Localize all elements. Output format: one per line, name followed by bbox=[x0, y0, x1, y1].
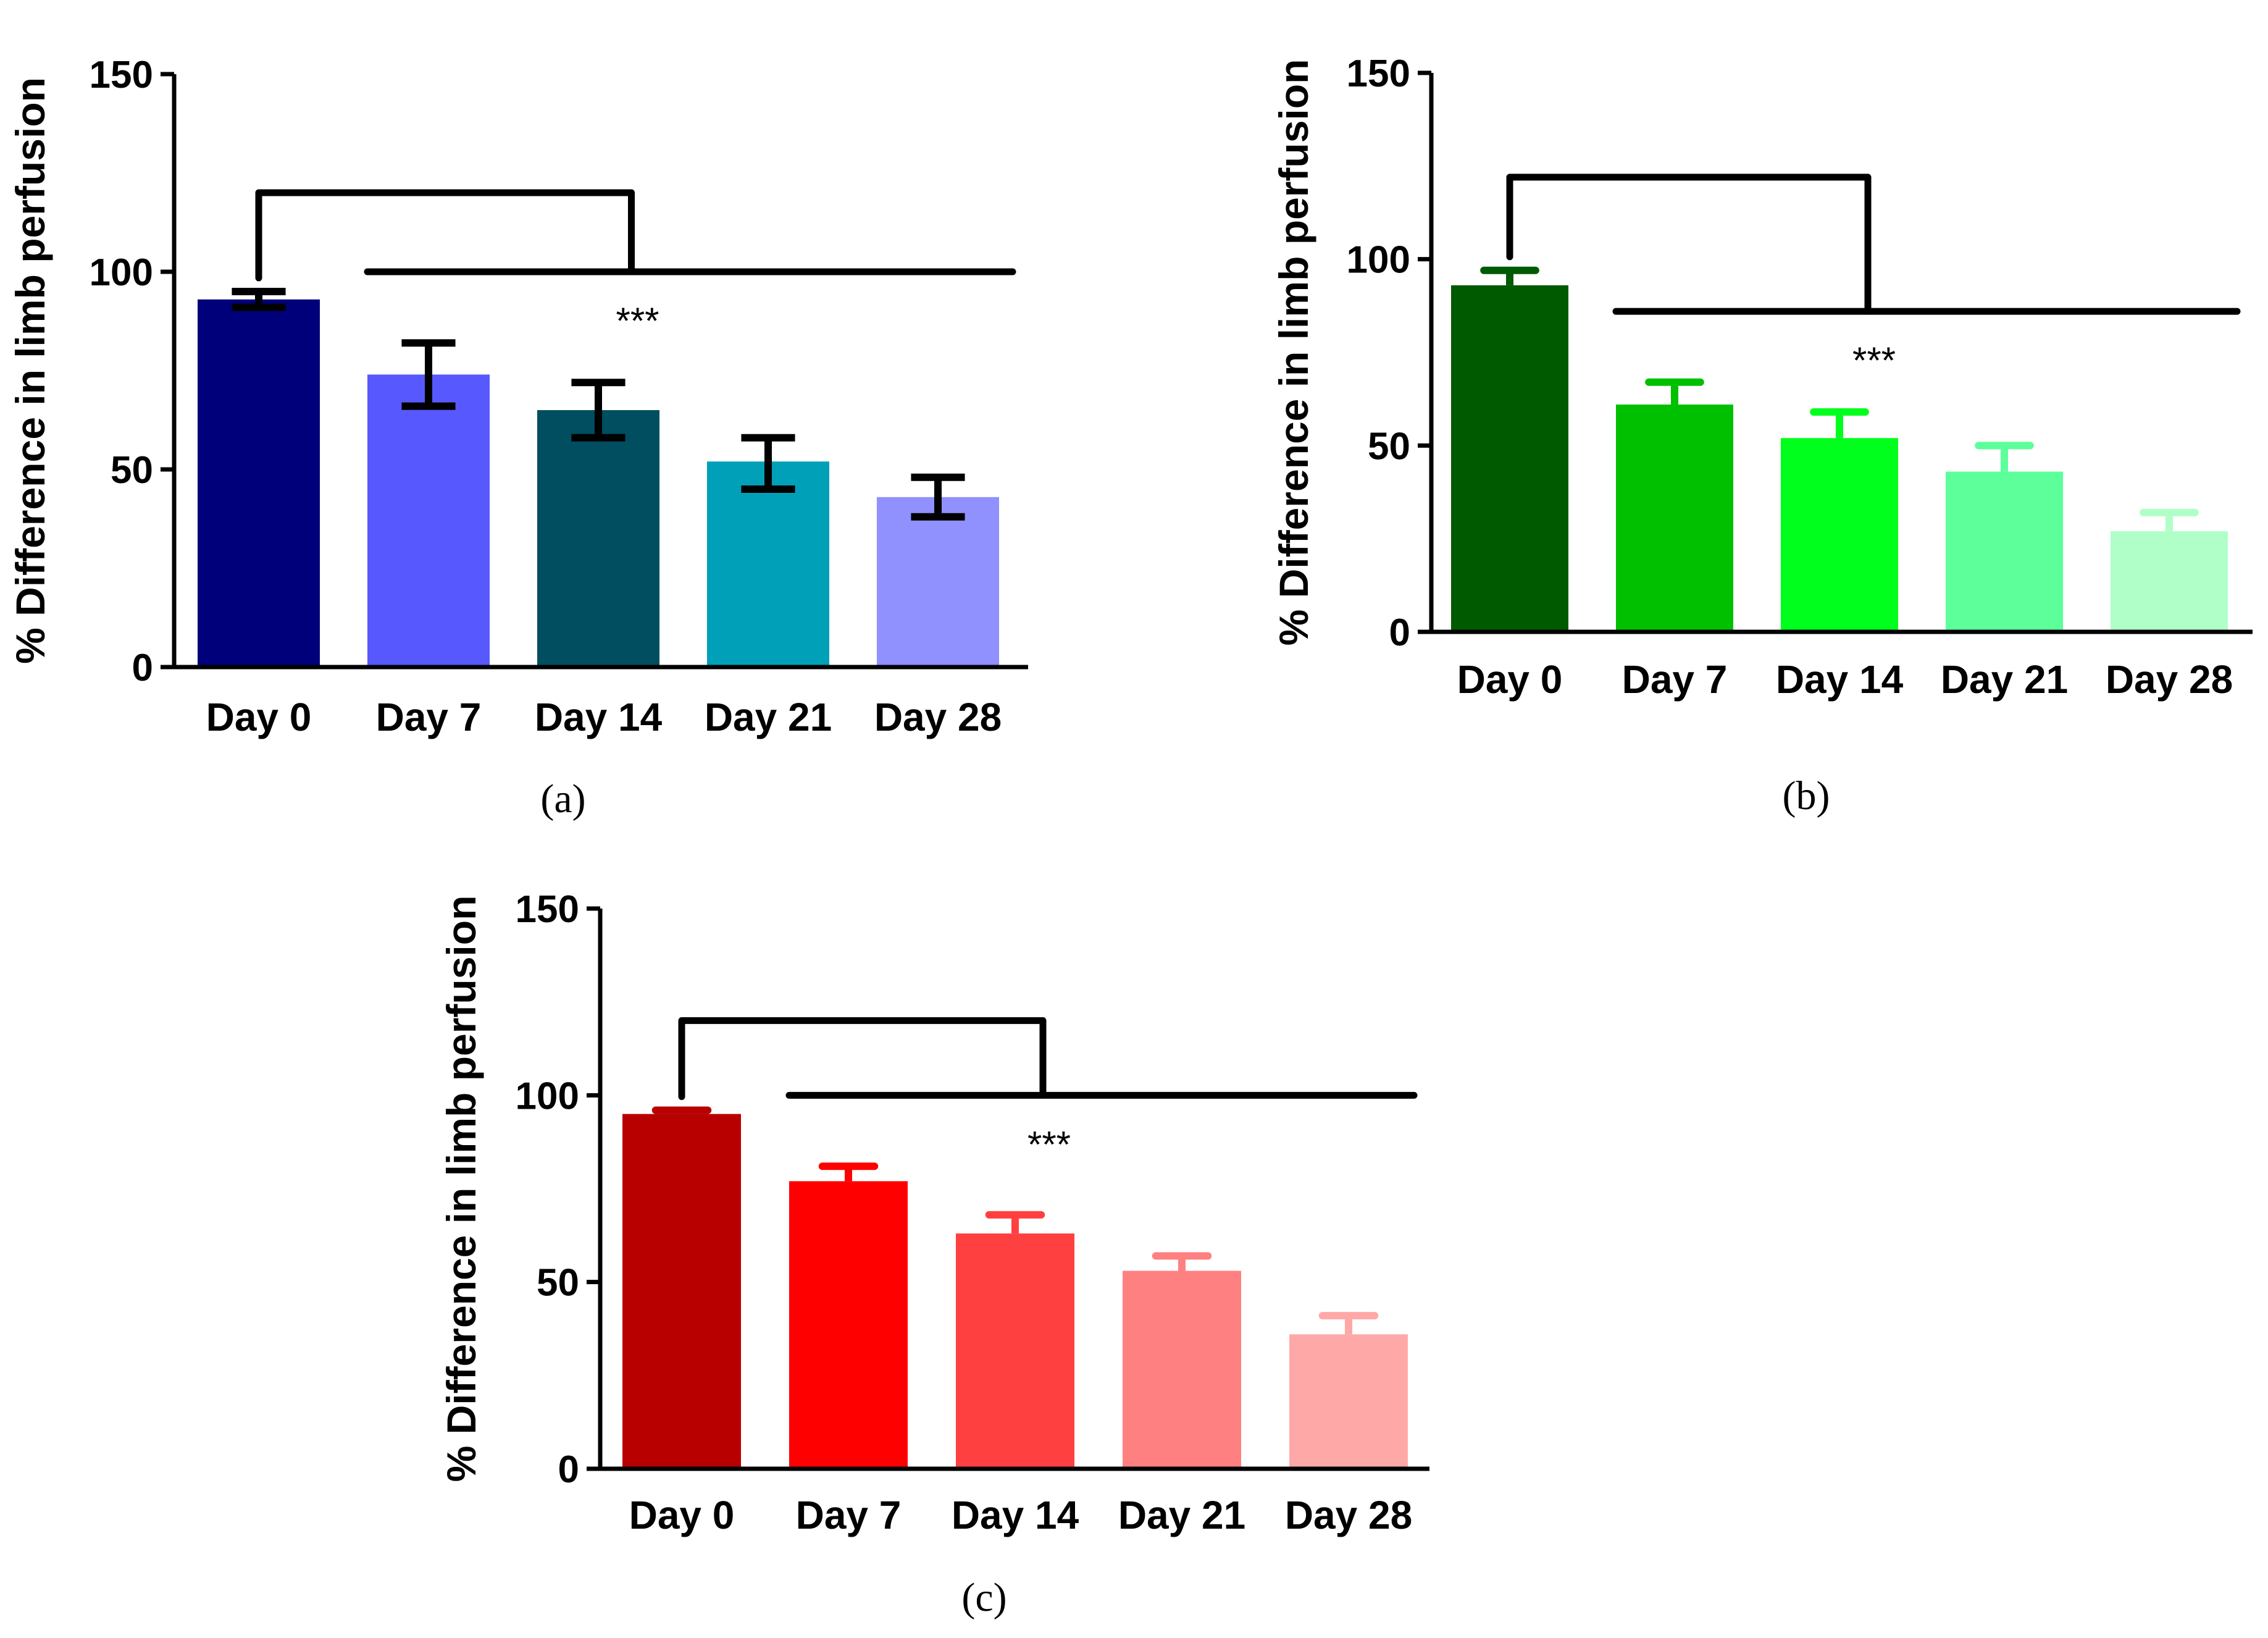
x-tick-label: Day 28 bbox=[1285, 1493, 1412, 1537]
x-tick-label: Day 7 bbox=[376, 695, 482, 739]
y-tick-label: 150 bbox=[1347, 52, 1410, 95]
bar bbox=[622, 1114, 741, 1469]
y-tick-label: 0 bbox=[558, 1448, 579, 1491]
y-tick-label: 150 bbox=[90, 54, 153, 96]
bar bbox=[1289, 1334, 1408, 1469]
x-tick-label: Day 14 bbox=[535, 695, 663, 739]
bar bbox=[707, 461, 829, 667]
significance-bracket bbox=[255, 189, 635, 282]
panel-label: (c) bbox=[961, 1575, 1006, 1620]
y-tick-label: 50 bbox=[1368, 425, 1410, 468]
y-axis-title: % Difference in limb perfusion bbox=[438, 896, 484, 1482]
chart-panel: 0 50 100 150 Day 0 Day 7 Day 14 Day 21 Day 28 % D… bbox=[7, 54, 1028, 821]
y-axis-title: % Difference in limb perfusion bbox=[1271, 59, 1316, 646]
y-tick-label: 100 bbox=[516, 1075, 579, 1117]
chart-panel: 0 50 100 150 Day 0 Day 7 Day 14 Day 21 Day 28 % D… bbox=[438, 888, 1429, 1620]
y-tick-label: 150 bbox=[516, 888, 579, 931]
y-tick-label: 50 bbox=[537, 1262, 579, 1304]
x-tick-label: Day 14 bbox=[952, 1493, 1079, 1537]
significance-label: *** bbox=[1027, 1124, 1071, 1165]
bar bbox=[198, 299, 320, 667]
significance-label: *** bbox=[1852, 340, 1896, 381]
significance-bracket bbox=[678, 1017, 1047, 1101]
significance-bracket bbox=[1506, 174, 1872, 315]
bar bbox=[956, 1233, 1074, 1469]
y-axis-title: % Difference in limb perfusion bbox=[7, 77, 53, 664]
y-tick-label: 0 bbox=[132, 647, 153, 689]
y-tick-label: 0 bbox=[1389, 611, 1410, 654]
x-tick-label: Day 7 bbox=[1622, 657, 1728, 702]
x-tick-label: Day 28 bbox=[874, 695, 1002, 739]
bar bbox=[537, 410, 659, 667]
bar bbox=[789, 1181, 908, 1469]
chart-panel: 0 50 100 150 Day 0 Day 7 Day 14 Day 21 Day 28 % D… bbox=[1271, 52, 2253, 818]
bar bbox=[367, 374, 490, 667]
bar bbox=[2111, 531, 2228, 632]
y-tick-label: 100 bbox=[90, 251, 153, 294]
x-tick-label: Day 7 bbox=[796, 1493, 902, 1537]
x-tick-label: Day 21 bbox=[1118, 1493, 1245, 1537]
x-tick-label: Day 28 bbox=[2106, 657, 2233, 702]
bar bbox=[877, 497, 999, 667]
bar bbox=[1946, 471, 2063, 632]
x-tick-label: Day 0 bbox=[629, 1493, 735, 1537]
y-tick-label: 100 bbox=[1347, 239, 1410, 282]
panel-label: (a) bbox=[540, 776, 585, 821]
x-tick-label: Day 0 bbox=[206, 695, 312, 739]
bar bbox=[1451, 285, 1568, 632]
x-tick-label: Day 21 bbox=[1941, 657, 2068, 702]
bar bbox=[1123, 1270, 1241, 1469]
x-tick-label: Day 21 bbox=[705, 695, 832, 739]
bar bbox=[1616, 404, 1733, 632]
x-tick-label: Day 0 bbox=[1457, 657, 1563, 702]
significance-label: *** bbox=[616, 300, 659, 342]
panel-label: (b) bbox=[1783, 773, 1830, 818]
bar bbox=[1781, 438, 1898, 632]
y-tick-label: 50 bbox=[111, 449, 153, 492]
x-tick-label: Day 14 bbox=[1776, 657, 1904, 702]
